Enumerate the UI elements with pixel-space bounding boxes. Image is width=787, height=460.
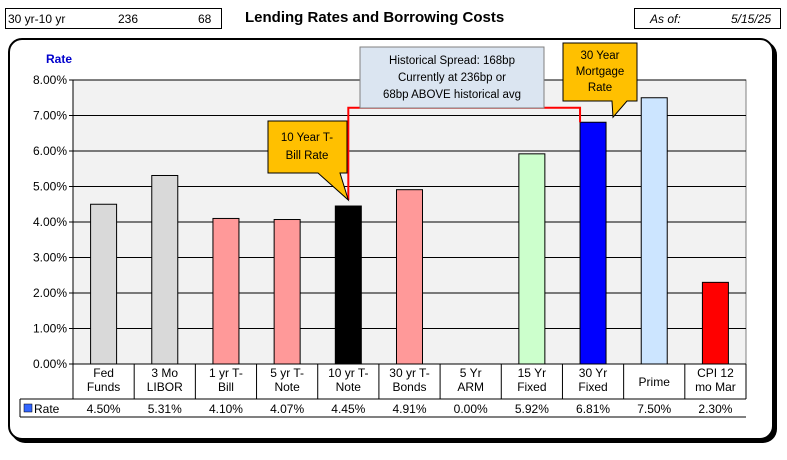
spread-note-text: Historical Spread: 168bp: [389, 55, 515, 67]
category-label: Fed: [93, 366, 114, 380]
data-table-value: 4.10%: [209, 402, 243, 416]
data-table-value: 0.00%: [454, 402, 488, 416]
legend-label: Rate: [34, 402, 60, 416]
category-label: 30 yr T-: [389, 366, 429, 380]
data-table-value: 5.92%: [515, 402, 549, 416]
category-label: 10 yr T-: [328, 366, 368, 380]
data-table-value: 6.81%: [576, 402, 610, 416]
bar-1: [151, 174, 179, 365]
data-table-value: 5.31%: [148, 402, 182, 416]
callout-30yr-text: 30 Year: [580, 50, 619, 62]
spread-label: 30 yr-10 yr: [8, 12, 66, 26]
bar-3: [273, 219, 301, 365]
callout-10yr-box: [267, 120, 350, 202]
y-tick-label: 5.00%: [33, 180, 67, 194]
category-label: 15 Yr: [518, 366, 546, 380]
category-label: 30 Yr: [579, 366, 607, 380]
data-table-value: 4.07%: [270, 402, 304, 416]
category-label: Fixed: [517, 380, 546, 394]
bar-10: [701, 281, 729, 365]
category-label: CPI 12: [697, 366, 734, 380]
data-table-value: 7.50%: [637, 402, 671, 416]
data-table-value: 4.45%: [331, 402, 365, 416]
spread-note-box: [359, 46, 545, 109]
category-label: Funds: [87, 380, 120, 394]
y-tick-label: 8.00%: [33, 73, 67, 87]
spread-note-text: 68bp ABOVE historical avg: [383, 89, 521, 101]
category-label: Fixed: [578, 380, 607, 394]
as-of-date: 5/15/25: [731, 12, 772, 26]
bar-4: [334, 205, 362, 365]
category-label: Bonds: [392, 380, 426, 394]
data-table-value: 4.91%: [392, 402, 426, 416]
category-label: Bill: [218, 380, 234, 394]
bar-8: [579, 121, 607, 365]
spread-summary-box: 30 yr-10 yr 236 68: [5, 8, 222, 29]
y-tick-label: 3.00%: [33, 251, 67, 265]
y-tick-label: 2.00%: [33, 286, 67, 300]
y-axis-title: Rate: [46, 52, 72, 66]
data-table-value: 2.30%: [698, 402, 732, 416]
spread-current-value: 236: [118, 12, 139, 26]
y-tick-label: 1.00%: [33, 322, 67, 336]
bar-7: [518, 153, 546, 365]
as-of-box: As of: 5/15/25: [634, 8, 781, 29]
y-tick-label: 6.00%: [33, 144, 67, 158]
bar-9: [640, 97, 668, 365]
category-label: Note: [336, 380, 362, 394]
callout-10yr-text: Bill Rate: [286, 150, 329, 162]
data-table-value: 4.50%: [87, 402, 121, 416]
y-tick-label: 4.00%: [33, 215, 67, 229]
bar-5: [396, 189, 423, 365]
legend-key: [23, 403, 33, 413]
callout-30yr-text: Rate: [588, 82, 612, 94]
category-label: 5 yr T-: [270, 366, 304, 380]
category-label: ARM: [457, 380, 484, 394]
bar-0: [90, 203, 118, 365]
category-label: LIBOR: [147, 380, 183, 394]
category-label: Note: [274, 380, 300, 394]
category-label: mo Mar: [695, 380, 736, 394]
bar-2: [212, 217, 240, 365]
callout-30yr-text: Mortgage: [576, 66, 625, 78]
category-label: Prime: [639, 375, 671, 389]
y-tick-label: 7.00%: [33, 109, 67, 123]
category-label: 5 Yr: [460, 366, 482, 380]
category-label: 1 yr T-: [209, 366, 243, 380]
callout-30yr-box: [562, 42, 638, 119]
category-label: 3 Mo: [151, 366, 178, 380]
y-tick-label: 0.00%: [33, 357, 67, 371]
as-of-label: As of:: [650, 12, 681, 26]
spread-note-text: Currently at 236bp or: [398, 72, 506, 84]
chart-title: Lending Rates and Borrowing Costs: [245, 9, 505, 26]
spread-above-value: 68: [198, 12, 212, 26]
callout-10yr-text: 10 Year T-: [281, 132, 333, 144]
